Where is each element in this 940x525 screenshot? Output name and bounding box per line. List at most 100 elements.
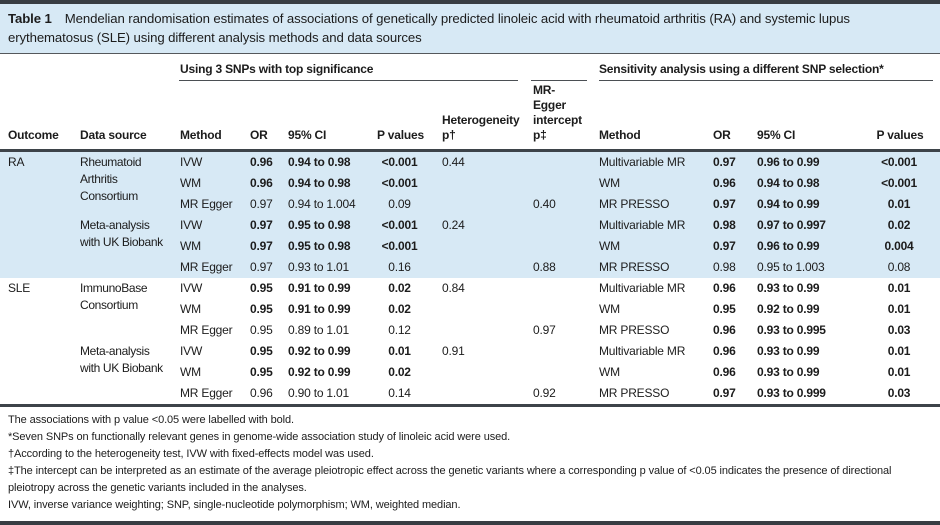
- cell-ci: 0.94 to 0.98: [276, 150, 373, 173]
- cell-p-value-sensitivity: 0.004: [862, 236, 940, 257]
- cell-method: WM: [180, 302, 201, 316]
- cell-method: MR Egger: [180, 386, 233, 400]
- cell-ci: 0.89 to 1.01: [288, 323, 349, 337]
- cell-egger-intercept-p: 0.88: [521, 257, 587, 278]
- cell-ci: 0.94 to 1.004: [276, 194, 373, 215]
- cell-p-value: 0.02: [388, 365, 411, 379]
- table-row: WM 0.97 0.95 to 0.98 <0.001 WM 0.97 0.96…: [0, 236, 940, 257]
- cell-or-sensitivity: 0.98: [701, 215, 745, 236]
- cell-ci: 0.95 to 0.98: [276, 215, 373, 236]
- cell-p-value: 0.14: [388, 386, 411, 400]
- table-row: MR Egger 0.97 0.94 to 1.004 0.09 0.40 MR…: [0, 194, 940, 215]
- col-header-ci-sensitivity: 95% CI: [745, 81, 862, 152]
- cell-ci-sensitivity: 0.96 to 0.99: [745, 236, 862, 257]
- cell-or: 0.97: [238, 194, 276, 215]
- cell-heterogeneity-p: [430, 173, 521, 194]
- cell-method: IVW: [168, 215, 238, 236]
- top-rule: [0, 0, 940, 4]
- cell-or-sensitivity: 0.96: [713, 344, 736, 358]
- table-row: MR Egger 0.95 0.89 to 1.01 0.12 0.97 MR …: [0, 320, 940, 341]
- cell-heterogeneity-p: [430, 299, 521, 320]
- table-row: SLE ImmunoBase Consortium IVW 0.95 0.91 …: [0, 278, 940, 312]
- cell-ci-sensitivity: 0.94 to 0.99: [745, 194, 862, 215]
- cell-heterogeneity-p: 0.91: [442, 344, 465, 358]
- cell-ci: 0.93 to 1.01: [276, 257, 373, 278]
- col-header-or-sensitivity: OR: [701, 81, 745, 152]
- cell-method-sensitivity: Multivariable MR: [587, 150, 701, 173]
- cell-p-value: 0.02: [388, 302, 411, 316]
- cell-method: IVW: [180, 344, 203, 358]
- cell-p-value-sensitivity: 0.01: [887, 302, 911, 316]
- cell-method-sensitivity: MR PRESSO: [587, 257, 701, 278]
- cell-method: MR Egger: [168, 194, 238, 215]
- cell-p-value-sensitivity: <0.001: [862, 173, 940, 194]
- table-row: WM 0.95 0.91 to 0.99 0.02 WM 0.95 0.92 t…: [0, 299, 940, 320]
- cell-or-sensitivity: 0.97: [701, 150, 745, 173]
- column-header-row: Outcome Data source Method OR 95% CI P v…: [0, 81, 940, 152]
- cell-ci: 0.91 to 0.99: [288, 302, 351, 316]
- group-header-top-snps: Using 3 SNPs with top significance: [168, 54, 521, 81]
- col-header-data-source: Data source: [68, 81, 168, 152]
- cell-or-sensitivity: 0.95: [713, 302, 736, 316]
- cell-p-value-sensitivity: 0.01: [887, 365, 911, 379]
- table-row: WM 0.95 0.92 to 0.99 0.02 WM 0.96 0.93 t…: [0, 362, 940, 383]
- cell-or: 0.95: [250, 344, 273, 358]
- cell-p-value: <0.001: [373, 150, 430, 173]
- cell-p-value-sensitivity: 0.03: [887, 323, 911, 337]
- cell-or: 0.96: [238, 150, 276, 173]
- cell-method-sensitivity: WM: [599, 365, 620, 379]
- cell-data-source: ImmunoBase Consortium: [80, 281, 148, 312]
- cell-p-value-sensitivity: <0.001: [862, 150, 940, 173]
- table-row: Meta-analysis with UK Biobank IVW 0.95 0…: [0, 341, 940, 375]
- cell-method-sensitivity: Multivariable MR: [587, 215, 701, 236]
- cell-ci: 0.95 to 0.98: [276, 236, 373, 257]
- cell-ci-sensitivity: 0.93 to 0.995: [757, 323, 826, 337]
- cell-or: 0.95: [250, 323, 273, 337]
- table-row: Meta-analysis with UK Biobank IVW 0.97 0…: [0, 215, 940, 278]
- cell-method-sensitivity: WM: [587, 236, 701, 257]
- cell-or-sensitivity: 0.98: [701, 257, 745, 278]
- table-row: MR Egger 0.96 0.90 to 1.01 0.14 0.92 MR …: [0, 383, 940, 404]
- col-header-method-sensitivity: Method: [587, 81, 701, 152]
- cell-egger-intercept-p: 0.40: [521, 194, 587, 215]
- group-header-row: Using 3 SNPs with top significance Sensi…: [0, 54, 940, 81]
- footnote: The associations with p value <0.05 were…: [8, 414, 294, 426]
- col-header-egger-intercept: MR-Egger intercept p‡: [521, 81, 587, 152]
- cell-egger-intercept-p: [521, 236, 587, 257]
- cell-heterogeneity-p: [430, 320, 521, 341]
- table-title: Mendelian randomisation estimates of ass…: [8, 11, 850, 45]
- cell-method-sensitivity: MR PRESSO: [599, 323, 670, 337]
- cell-heterogeneity-p: 0.44: [430, 150, 521, 173]
- cell-outcome: SLE: [8, 281, 31, 295]
- cell-p-value-sensitivity: 0.03: [887, 386, 911, 400]
- cell-egger-intercept-p: [521, 299, 587, 320]
- cell-ci: 0.94 to 0.98: [276, 173, 373, 194]
- cell-heterogeneity-p: [430, 362, 521, 383]
- col-header-p-values: P values: [373, 81, 430, 152]
- cell-ci-sensitivity: 0.94 to 0.98: [745, 173, 862, 194]
- col-header-outcome: Outcome: [0, 81, 68, 152]
- group-header-egger-spacer: [521, 54, 587, 81]
- cell-egger-intercept-p: [521, 215, 587, 236]
- cell-ci: 0.92 to 0.99: [288, 344, 351, 358]
- cell-ci-sensitivity: 0.93 to 0.99: [757, 281, 820, 295]
- cell-method-sensitivity: MR PRESSO: [587, 194, 701, 215]
- cell-or: 0.95: [250, 302, 273, 316]
- cell-heterogeneity-p: [430, 383, 521, 404]
- cell-method-sensitivity: MR PRESSO: [599, 386, 670, 400]
- cell-ci: 0.92 to 0.99: [288, 365, 351, 379]
- cell-data-source: Rheumatoid Arthritis Consortium: [68, 150, 168, 215]
- cell-method: WM: [168, 236, 238, 257]
- cell-or-sensitivity: 0.96: [713, 323, 736, 337]
- col-header-p-values-sensitivity: P values: [862, 81, 940, 152]
- cell-egger-intercept-p: [521, 150, 587, 173]
- cell-p-value: <0.001: [373, 236, 430, 257]
- mr-estimates-table: Using 3 SNPs with top significance Sensi…: [0, 54, 940, 404]
- cell-method-sensitivity: WM: [599, 302, 620, 316]
- cell-or-sensitivity: 0.96: [701, 173, 745, 194]
- bottom-rule: [0, 521, 940, 525]
- cell-ci-sensitivity: 0.97 to 0.997: [745, 215, 862, 236]
- cell-ci-sensitivity: 0.93 to 0.999: [757, 386, 826, 400]
- cell-heterogeneity-p: 0.84: [442, 281, 465, 295]
